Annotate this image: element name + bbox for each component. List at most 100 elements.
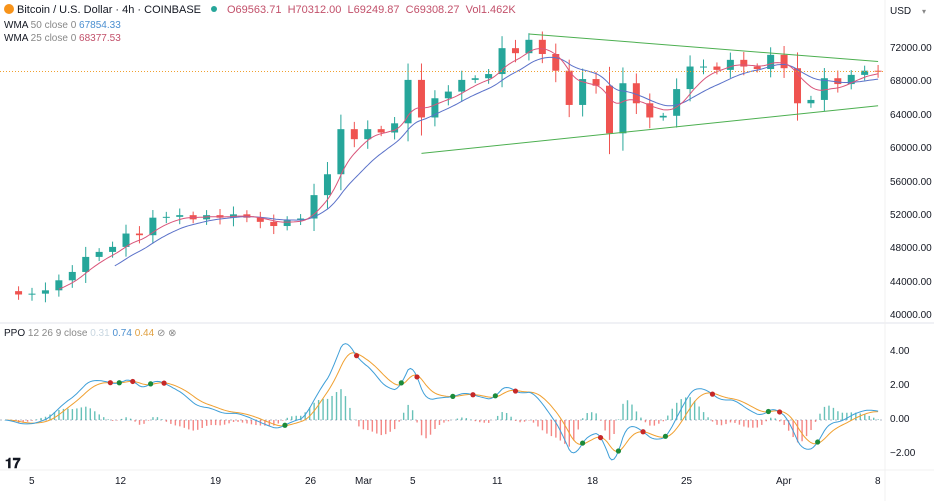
candle-body [404,79,412,124]
ppo-cross-down-marker [130,378,136,385]
ppo-histogram-bar [389,420,391,432]
candle-body [538,39,546,55]
ppo-histogram-bar [205,420,208,426]
candle-body [270,221,278,227]
ppo-histogram-bar [801,420,803,442]
time-tick: 5 [29,476,35,487]
ppo-histogram-bar [40,417,42,420]
wma25-legend[interactable]: WMA 25 close 0 68377.53 [4,33,121,44]
candle-body [310,195,318,219]
candle-body [162,216,170,218]
ppo-histogram-bar [228,420,230,424]
candle-body [297,218,305,221]
price-tick: 64000.00 [890,109,932,121]
candle-body [565,70,573,105]
ppo-cross-down-marker [414,374,420,380]
ppo-histogram-bar [232,420,235,422]
ppo-histogram-bar [841,412,844,420]
symbol-title: Bitcoin / U.S. Dollar · 4h · COINBASE [17,4,201,16]
price-tick: 40000.00 [890,310,932,322]
ppo-histogram-bar [67,408,69,420]
wma50-legend[interactable]: WMA 50 close 0 67854.33 [4,20,121,31]
time-tick: 8 [875,476,881,487]
candle-body [95,251,103,257]
ppo-line [5,343,879,461]
ppo-histogram-bar [447,420,450,422]
currency-value: USD [890,6,912,17]
ppo-histogram-bar [743,420,745,427]
ppo-histogram-bar [326,398,329,420]
candle-body [592,79,600,86]
ppo-histogram-bar [868,415,870,420]
ppo-legend[interactable]: PPO 12 26 9 close 0.31 0.74 0.44 ⊘ ⊗ [4,328,176,339]
price-tick: 52000.00 [890,210,932,221]
ppo-cross-up-marker [116,380,122,386]
candle-body [820,78,828,100]
ppo-cross-down-marker [640,429,646,435]
ohlc-low: L69249.87 [347,4,400,16]
ppo-histogram-bar [698,406,700,420]
ppo-histogram-bar [295,415,297,420]
ppo-histogram-bar [523,420,526,422]
ppo-histogram-bar [613,420,615,434]
ppo-cross-up-marker [148,381,154,387]
ppo-histogram-bar [599,420,602,421]
tradingview-logo[interactable]: 𝟏𝟕 [5,455,21,471]
wma25-params: 25 close 0 [30,33,77,44]
ppo-histogram-bar [429,420,432,435]
ppo-histogram-bar [62,408,65,420]
ppo-settings-icon[interactable]: ⊘ ⊗ [156,328,177,339]
ppo-histogram-bar [671,408,673,420]
candle-body [740,59,748,67]
ppo-histogram-bar [438,420,441,425]
candle-body [847,74,855,85]
ppo-histogram-bar [170,420,172,424]
ppo-signal-line [5,352,879,453]
ppo-histogram-bar [752,420,754,428]
candle-body [458,79,466,92]
price-tick: 60000.00 [890,143,932,155]
ppo-histogram-bar [125,417,127,420]
ppo-histogram-bar [456,418,459,420]
ppo-histogram-bar [107,419,109,420]
ppo-histogram-bar [810,420,812,431]
ppo-histogram-bar [465,418,468,420]
ppo-histogram-bar [85,406,87,420]
ppo-histogram-bar [98,414,100,420]
candle-body [834,78,842,85]
ppo-histogram-bar [716,420,718,425]
ppo-histogram-bar [537,420,539,427]
ppo-params: 12 26 9 close [27,328,88,339]
ppo-histogram-bar [573,420,575,441]
ppo-histogram-bar [653,420,656,426]
ppo-histogram-bar [273,420,275,426]
time-tick: 25 [681,476,693,487]
candle-body [28,293,36,295]
candle-body [135,233,143,236]
ppo-histogram-bar [590,412,593,420]
candle-body [431,98,439,118]
ppo-histogram-bar [420,420,423,436]
price-tick: 44000.00 [890,276,932,288]
ppo-histogram-bar [855,412,857,420]
ppo-histogram-bar [528,420,530,421]
wma50-params: 50 close 0 [30,20,77,31]
ppo-histogram-bar [111,420,114,421]
ppo-histogram-bar [308,407,311,420]
ppo-histogram-bar [152,417,154,420]
candle-body [15,291,23,295]
ppo-histogram-bar [443,420,445,423]
ppo-signal-value: 0.44 [134,328,155,339]
ppo-histogram-bar [586,413,588,420]
ppo-histogram-bar [322,398,324,420]
ppo-histogram-bar [823,406,826,420]
price-tick: 56000.00 [890,176,932,188]
ppo-histogram-bar [143,420,145,424]
ppo-histogram-bar [300,415,302,420]
currency-selector[interactable]: USD ▾ [886,3,930,21]
candle-body [861,70,869,75]
candle-body [283,220,291,227]
ohlc-high: H70312.00 [287,4,342,16]
ppo-histogram-bar [264,420,266,426]
